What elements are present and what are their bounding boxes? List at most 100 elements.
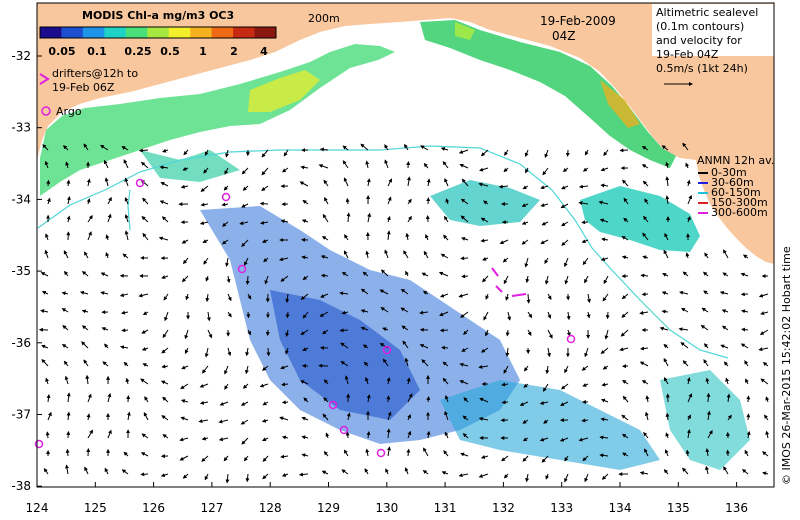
y-tick-label: -38 [11,479,31,493]
velocity-arrow [142,232,149,241]
credit-label: © IMOS 26-Mar-2015 15:42:02 Hobart time [780,246,793,485]
velocity-arrow [160,380,169,385]
velocity-arrow [443,234,449,241]
velocity-arrow [87,393,92,403]
velocity-arrow [745,378,749,385]
velocity-arrow [663,377,669,385]
velocity-arrow [404,357,409,367]
velocity-arrow [423,162,429,169]
velocity-arrow [46,394,51,403]
velocity-arrow [639,310,649,315]
velocity-arrow [762,451,769,457]
velocity-arrow [423,447,429,457]
velocity-arrow [440,147,449,151]
isobath-200m-west [127,189,131,231]
velocity-arrow [661,145,669,151]
velocity-arrow [204,473,209,481]
velocity-arrow [702,271,709,277]
velocity-arrow [200,202,209,207]
velocity-arrow [704,252,709,259]
velocity-arrow [162,148,169,153]
velocity-arrow [682,271,689,277]
velocity-arrow [107,392,112,403]
velocity-arrow [302,199,309,205]
velocity-arrow [281,400,289,405]
velocity-arrow [723,361,729,367]
velocity-arrows [38,142,770,484]
velocity-arrow [501,382,509,387]
velocity-arrow [723,466,729,475]
velocity-arrow [121,310,129,315]
velocity-arrow [539,401,549,405]
velocity-arrow [240,401,249,406]
velocity-arrow [387,178,392,187]
velocity-arrow [342,145,349,151]
velocity-arrow [302,311,309,319]
velocity-arrow [659,326,669,331]
altimetry-line4: 19-Feb 04Z [656,48,719,61]
velocity-arrow [524,365,529,372]
velocity-arrow [406,448,411,457]
velocity-arrow [84,466,89,475]
velocity-arrow [664,449,669,457]
velocity-arrow [700,325,709,331]
velocity-arrow [42,144,49,151]
velocity-arrow [561,383,569,390]
velocity-arrow [366,394,371,403]
isobath-label: 200m [308,12,340,25]
velocity-arrow [687,414,691,421]
velocity-arrow [482,257,489,261]
velocity-arrow [404,467,409,475]
colorbar-swatch [190,27,213,38]
velocity-arrow [505,347,510,357]
velocity-arrow [482,200,489,205]
velocity-arrow [344,234,349,241]
velocity-arrow [406,377,411,385]
velocity-arrow [300,165,309,170]
velocity-arrow [544,149,549,159]
velocity-arrow [526,293,531,304]
velocity-arrow [703,290,709,295]
colorbar-swatch [254,27,277,38]
velocity-arrow [400,288,409,295]
velocity-arrow [40,272,49,277]
velocity-arrow [63,360,69,367]
velocity-arrow [605,311,610,320]
velocity-arrow [105,234,110,241]
velocity-arrow [61,308,69,313]
velocity-arrow [682,467,689,475]
velocity-arrow [385,468,389,475]
velocity-arrow [426,178,431,187]
velocity-arrow [321,470,329,475]
velocity-arrow [540,185,549,190]
x-tick-label: 125 [84,501,107,515]
velocity-arrow [463,397,469,403]
velocity-arrow [386,215,391,223]
velocity-arrow [264,275,269,285]
velocity-arrow [261,239,269,243]
velocity-arrow [759,329,769,335]
velocity-arrow [141,216,149,223]
velocity-arrow [442,161,449,169]
velocity-arrow [459,362,469,367]
velocity-arrow [319,311,329,317]
velocity-arrow [302,347,309,351]
drifter-tracks [491,267,527,297]
velocity-arrow [386,428,391,439]
velocity-arrow [521,221,529,225]
velocity-arrow [503,473,509,479]
velocity-arrow [623,197,629,205]
anmn-legend: ANMN 12h av. 0-30m30-60m60-150m150-300m3… [697,154,774,219]
velocity-arrow [141,329,149,334]
velocity-arrow [661,291,669,295]
velocity-arrow [203,257,209,265]
velocity-arrow [144,396,149,403]
velocity-arrow [138,293,149,298]
velocity-arrow [461,347,469,352]
velocity-arrow [480,455,489,459]
drifter-legend-line1: drifters@12h to [52,67,138,80]
velocity-arrow [644,448,649,457]
velocity-arrow [707,429,713,439]
velocity-arrow [62,325,69,331]
velocity-arrow [46,179,51,187]
